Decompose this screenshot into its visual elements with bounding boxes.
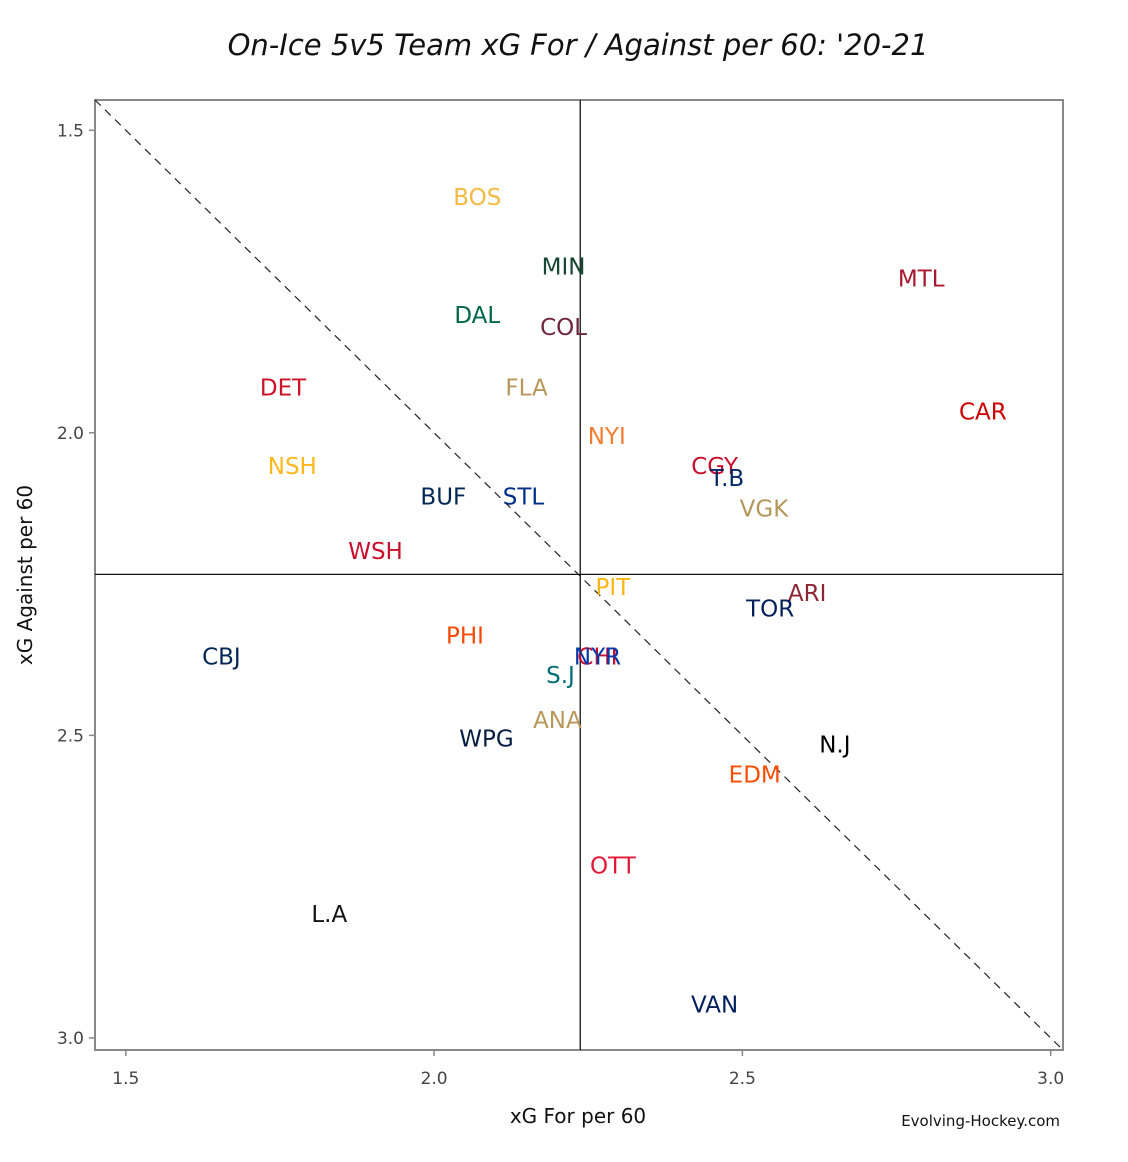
team-point-nsh: NSH <box>268 454 317 480</box>
team-point-ana: ANA <box>533 708 582 734</box>
x-tick-label: 3.0 <box>1037 1069 1064 1089</box>
team-point-chi: CHI <box>577 645 617 671</box>
team-point-min: MIN <box>542 254 586 280</box>
plot-area <box>94 99 1064 1051</box>
team-point-vgk: VGK <box>740 496 790 522</box>
x-axis-label: xG For per 60 <box>510 1104 646 1128</box>
x-tick-label: 2.0 <box>421 1069 448 1089</box>
team-point-stl: STL <box>503 484 545 510</box>
team-point-tor: TOR <box>745 596 794 622</box>
team-point-van: VAN <box>691 993 738 1019</box>
team-point-wsh: WSH <box>348 539 403 565</box>
team-point-nj: N.J <box>819 732 850 758</box>
x-tick-label: 1.5 <box>112 1069 139 1089</box>
team-point-cgy: CGY <box>691 454 739 480</box>
team-point-nyr: NYR <box>574 645 621 671</box>
credit-text: Evolving-Hockey.com <box>901 1112 1060 1130</box>
team-point-nyi: NYI <box>588 424 626 450</box>
team-point-fla: FLA <box>505 375 548 401</box>
team-point-ari: ARI <box>788 581 827 607</box>
y-tick-label: 1.5 <box>57 121 84 141</box>
y-tick-label: 2.5 <box>57 726 84 746</box>
team-point-dal: DAL <box>454 303 500 329</box>
team-point-col: COL <box>540 315 587 341</box>
team-point-mtl: MTL <box>898 267 945 293</box>
team-point-cbj: CBJ <box>202 645 241 671</box>
team-point-bos: BOS <box>453 185 501 211</box>
chart-title: On-Ice 5v5 Team xG For / Against per 60:… <box>228 28 929 62</box>
team-point-pit: PIT <box>596 575 632 601</box>
y-tick-label: 3.0 <box>57 1029 84 1049</box>
team-point-phi: PHI <box>446 624 484 650</box>
team-point-edm: EDM <box>729 763 781 789</box>
y-axis-label: xG Against per 60 <box>13 485 37 665</box>
team-point-la: L.A <box>311 902 347 928</box>
x-tick-label: 2.5 <box>729 1069 756 1089</box>
y-tick-label: 2.0 <box>57 424 84 444</box>
team-point-wpg: WPG <box>459 726 513 752</box>
team-point-buf: BUF <box>420 484 466 510</box>
team-point-tb: T.B <box>709 466 744 492</box>
team-point-car: CAR <box>959 400 1007 426</box>
team-point-det: DET <box>260 375 307 401</box>
axis-ticks: 1.5 2.0 2.5 3.0 1.5 2.0 2.5 3.0 <box>57 121 1064 1089</box>
team-point-ott: OTT <box>590 853 637 879</box>
team-point-sj: S.J <box>546 663 575 689</box>
